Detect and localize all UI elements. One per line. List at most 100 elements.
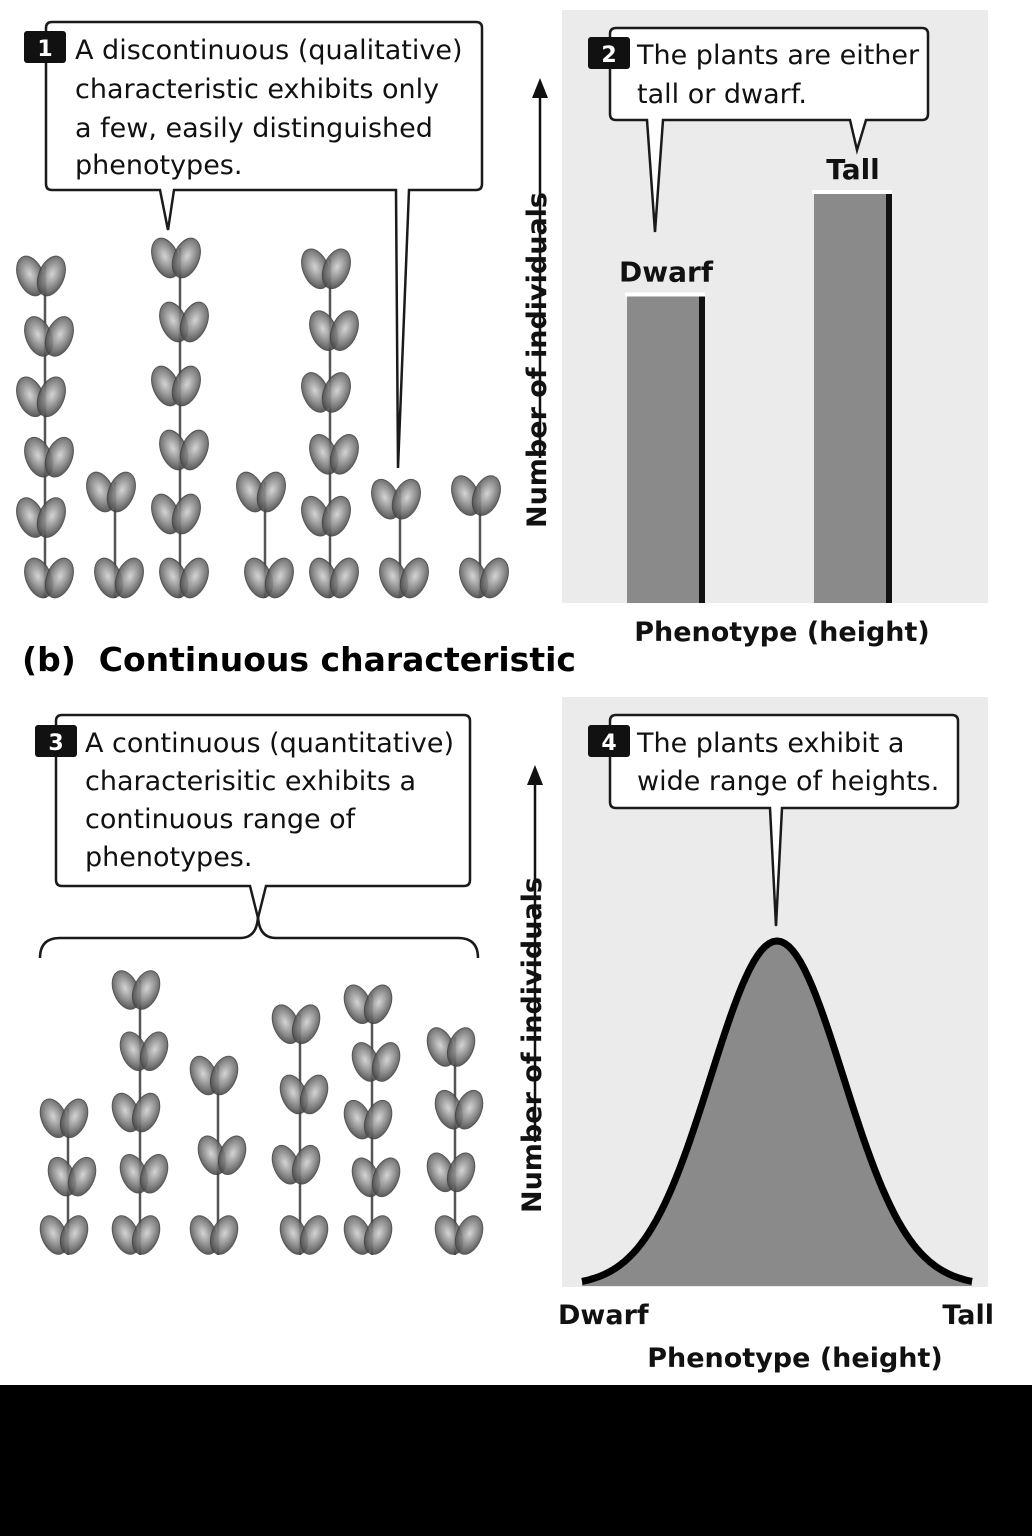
leaf-pair: [271, 1004, 321, 1044]
x-axis-label-b: Phenotype (height): [647, 1343, 943, 1374]
x-axis-label-a: Phenotype (height): [634, 617, 930, 648]
leaf-pair: [343, 1215, 393, 1255]
plant-a-plant: [236, 471, 294, 599]
curly-brace: [38, 913, 480, 959]
plant-a-plant: [451, 475, 509, 599]
plant-b-plant: [426, 1027, 484, 1255]
leaf-pair: [151, 237, 201, 279]
x-tick-tall: Tall: [942, 1300, 994, 1331]
leaf-pair: [159, 301, 209, 343]
y-axis-arrowhead-b: [527, 765, 543, 785]
callout-2-number: 2: [601, 43, 616, 68]
bars-a: Dwarf Tall: [619, 153, 892, 603]
plants-b: [39, 970, 484, 1255]
callout-3-number: 3: [48, 731, 63, 756]
callout-2-badge: [588, 37, 630, 69]
bar-dwarf: [627, 295, 699, 603]
plant-b-plant: [343, 984, 401, 1255]
leaf-pair: [343, 984, 393, 1025]
leaf-pair: [111, 970, 161, 1010]
leaf-pair: [451, 475, 501, 516]
leaf-pair: [151, 493, 201, 535]
y-axis-label-b: Number of individuals: [517, 877, 548, 1213]
plant-a-plant: [371, 478, 429, 599]
leaf-pair: [434, 1089, 484, 1130]
callout-1-bubble: [44, 20, 484, 469]
callout-2-line-2: tall or dwarf.: [637, 79, 807, 110]
bar-tall: [814, 193, 886, 603]
callout-1-line-4: phenotypes.: [75, 150, 242, 181]
plant-b-plant: [111, 970, 169, 1255]
leaf-pair: [24, 557, 74, 599]
y-axis-arrowhead-a: [532, 78, 548, 98]
callout-1-line-1: A discontinuous (qualitative): [75, 35, 463, 66]
curve-fill: [582, 941, 972, 1286]
plant-a-plant: [16, 255, 74, 599]
leaf-pair: [271, 1144, 321, 1185]
leaf-pair: [426, 1152, 476, 1193]
y-axis-label-a: Number of individuals: [522, 192, 553, 528]
leaf-pair: [39, 1215, 89, 1255]
callout-3-bubble: [54, 713, 472, 919]
leaf-pair: [189, 1055, 239, 1096]
plant-a-plant: [301, 248, 359, 599]
callout-4-badge: [588, 725, 630, 757]
plant-b-plant: [39, 1098, 97, 1255]
leaf-pair: [301, 495, 351, 537]
leaf-pair: [459, 557, 509, 599]
plant-b-plant: [189, 1055, 247, 1255]
leaf-pair: [24, 436, 74, 478]
leaf-pair: [189, 1215, 239, 1255]
leaf-pair: [244, 557, 294, 599]
callout-1-number: 1: [37, 37, 52, 62]
leaf-pair: [16, 255, 66, 297]
bar-top-tall: [812, 190, 892, 194]
callout-4: 4 The plants exhibit a wide range of hei…: [588, 713, 960, 927]
leaf-pair: [309, 434, 359, 475]
leaf-pair: [94, 557, 144, 599]
bottom-black-band: [0, 1385, 1032, 1536]
distribution-curve: [581, 937, 973, 1286]
plants-a: [16, 237, 509, 599]
leaf-pair: [24, 316, 74, 357]
bar-label-dwarf: Dwarf: [619, 256, 714, 289]
leaf-pair: [111, 1215, 161, 1255]
leaf-pair: [111, 1092, 161, 1133]
leaf-pair: [301, 372, 351, 413]
bar-shadow-dwarf: [699, 295, 705, 603]
callout-3-line-4: phenotypes.: [85, 842, 252, 873]
bar-top-dwarf: [625, 292, 705, 297]
leaf-pair: [47, 1156, 97, 1197]
callout-3: 3 A continuous (quantitative) characteri…: [35, 713, 472, 919]
leaf-pair: [371, 478, 421, 520]
leaf-pair: [351, 1042, 401, 1082]
leaf-pair: [159, 429, 209, 471]
callout-4-bubble: [608, 713, 960, 927]
leaf-pair: [119, 1153, 169, 1194]
panel-b: (b) Continuous characteristic 3 A contin…: [22, 640, 994, 1374]
leaf-pair: [343, 1099, 393, 1140]
callout-1-line-2: characteristic exhibits only: [75, 74, 439, 105]
leaf-pair: [197, 1135, 247, 1176]
leaf-pair: [309, 310, 359, 351]
bar-shadow-tall: [886, 193, 892, 603]
callout-1: 1 A discontinuous (qualitative) characte…: [24, 20, 484, 469]
leaf-pair: [16, 497, 66, 538]
panel-b-title: (b) Continuous characteristic: [22, 640, 576, 679]
leaf-pair: [301, 248, 351, 290]
leaf-pair: [309, 557, 359, 599]
leaf-pair: [119, 1031, 169, 1072]
curve-line: [581, 937, 973, 1285]
leaf-pair: [16, 376, 66, 418]
callout-2-line-1: The plants are either: [636, 40, 920, 71]
callout-3-line-1: A continuous (quantitative): [85, 728, 454, 759]
leaf-pair: [426, 1027, 476, 1067]
x-tick-dwarf: Dwarf: [558, 1300, 649, 1331]
callout-1-line-3: a few, easily distinguished: [75, 113, 433, 144]
callout-3-line-2: characterisitic exhibits a: [85, 766, 416, 797]
plant-a-plant: [86, 471, 144, 599]
leaf-pair: [236, 471, 286, 513]
leaf-pair: [434, 1215, 484, 1255]
leaf-pair: [351, 1157, 401, 1198]
